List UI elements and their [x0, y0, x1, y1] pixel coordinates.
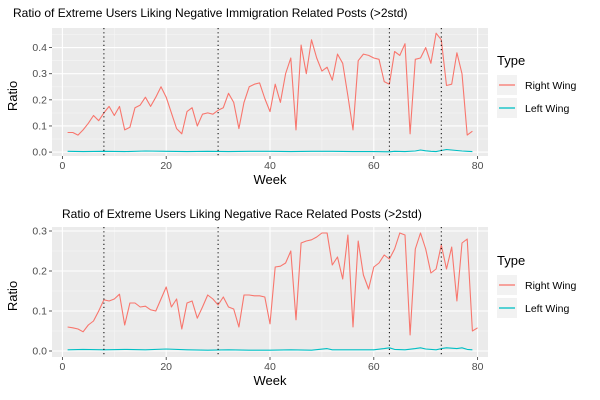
y-tick-label: 0.1 [32, 120, 47, 132]
y-tick-label: 0.2 [32, 266, 47, 278]
chart-title: Ratio of Extreme Users Liking Negative I… [13, 6, 408, 20]
chart-title: Ratio of Extreme Users Liking Negative R… [62, 207, 422, 221]
legend-title: Type [497, 53, 525, 68]
x-tick-label: 60 [368, 160, 380, 172]
y-tick-label: 0.3 [32, 68, 47, 80]
y-tick-label: 0.1 [32, 306, 47, 318]
x-tick-label: 0 [59, 361, 65, 373]
legend-label: Right Wing [525, 280, 577, 292]
series-line-right-wing [67, 32, 473, 136]
y-tick-label: 0.4 [32, 42, 47, 54]
x-axis-title: Week [254, 373, 287, 388]
legend-label: Left Wing [525, 103, 570, 115]
legend-label: Right Wing [525, 80, 577, 92]
y-tick-label: 0.2 [32, 94, 47, 106]
y-tick-label: 0.3 [32, 226, 47, 238]
series-line-left-wing [67, 148, 473, 153]
legend-label: Left Wing [525, 303, 570, 315]
chart-panel-1: Ratio of Extreme Users Liking Negative I… [5, 6, 577, 187]
x-tick-label: 60 [368, 361, 380, 373]
legend-title: Type [497, 253, 525, 268]
x-tick-label: 20 [160, 361, 172, 373]
y-tick-label: 0.0 [32, 346, 47, 358]
y-axis-title: Ratio [5, 281, 20, 311]
series-line-left-wing [67, 347, 473, 351]
x-tick-label: 20 [160, 160, 172, 172]
x-tick-label: 80 [472, 160, 484, 172]
x-tick-label: 80 [472, 361, 484, 373]
y-tick-label: 0.0 [32, 147, 47, 159]
series-line-right-wing [67, 232, 478, 336]
x-tick-label: 40 [264, 160, 276, 172]
y-axis-title: Ratio [5, 81, 20, 111]
x-axis-title: Week [254, 172, 287, 187]
x-tick-label: 40 [264, 361, 276, 373]
x-tick-label: 0 [59, 160, 65, 172]
chart-panel-2: Ratio of Extreme Users Liking Negative R… [5, 207, 577, 388]
